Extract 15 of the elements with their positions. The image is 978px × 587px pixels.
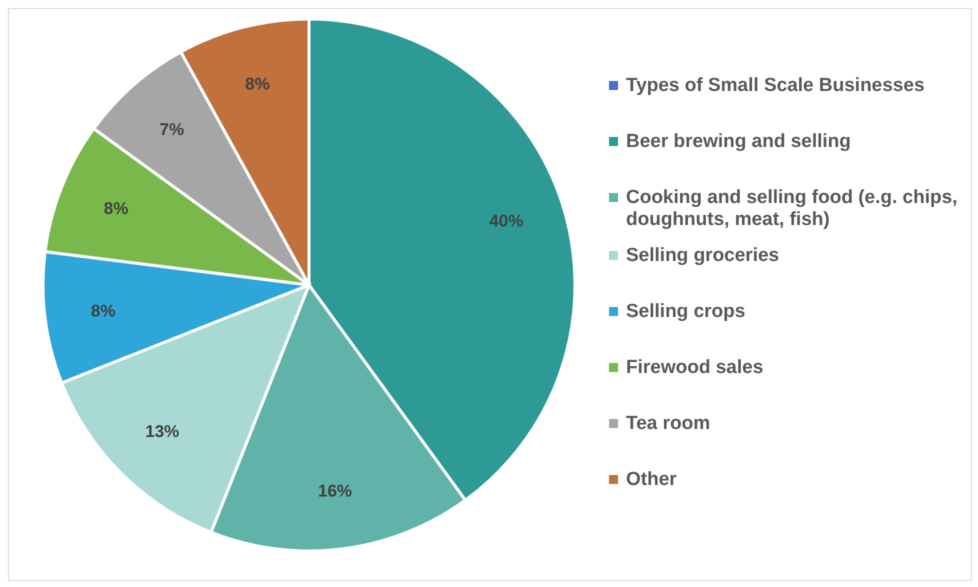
legend-label: Tea room xyxy=(626,413,710,435)
legend-label: Selling crops xyxy=(626,301,746,323)
data-label: 16% xyxy=(318,481,352,500)
data-label: 7% xyxy=(160,120,184,139)
data-label: 8% xyxy=(104,199,128,218)
data-label: 40% xyxy=(489,211,524,230)
data-label: 8% xyxy=(90,302,116,321)
legend-label: Types of Small Scale Businesses xyxy=(626,75,925,97)
data-label: 13% xyxy=(145,422,180,442)
legend-label: Selling groceries xyxy=(626,245,780,267)
legend-label: Beer brewing and selling xyxy=(626,131,851,153)
legend-label: Firewood sales xyxy=(626,357,764,379)
data-label: 8% xyxy=(245,74,270,94)
legend-label: Other xyxy=(626,469,677,491)
legend-label: Cooking and selling food (e.g. chips, doughnuts, meat, fish) xyxy=(626,187,958,231)
